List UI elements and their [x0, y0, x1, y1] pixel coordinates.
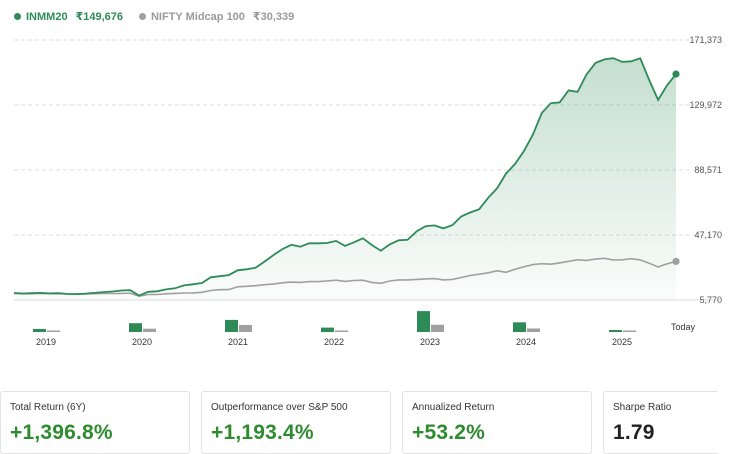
inmm20-area-fill	[14, 58, 676, 301]
y-tick-label: 171,373	[689, 35, 722, 45]
stat-label: Total Return (6Y)	[10, 402, 86, 413]
stat-card-sharpe-ratio: Sharpe Ratio 1.79	[603, 391, 719, 454]
stat-label: Sharpe Ratio	[613, 402, 672, 413]
legend-value-nifty-midcap: ₹30,339	[252, 11, 295, 23]
nifty-midcap-line	[13, 257, 677, 298]
stat-card-total-return: Total Return (6Y) +1,396.8%	[0, 391, 190, 454]
bar-nifty-midcap-2023	[431, 324, 444, 332]
legend-value-inmm20: ₹149,676	[75, 11, 123, 23]
legend-dot-nifty-midcap	[138, 13, 146, 20]
area-layer	[14, 58, 676, 301]
bar-inmm20-2020	[129, 323, 142, 332]
bar-nifty-midcap-2024	[527, 328, 540, 332]
bar-nifty-midcap-2019	[47, 330, 60, 332]
bar-inmm20-2019	[33, 328, 46, 332]
bar-nifty-midcap-2025	[623, 330, 636, 332]
legend-name-inmm20: INMM20	[26, 10, 68, 23]
performance-chart[interactable]: 171,373 129,972 88,571 47,170 5,770 2019 2020…	[0, 0, 729, 345]
legend-item-nifty-midcap[interactable]: NIFTY Midcap 100 ₹30,339	[138, 10, 295, 23]
y-tick-label: 129,972	[689, 100, 722, 110]
bar-nifty-midcap-2022	[335, 330, 348, 332]
stat-value: 1.79	[613, 421, 655, 444]
line-layer	[13, 57, 680, 298]
legend-dot-inmm20	[14, 13, 21, 20]
nifty-midcap-end-point	[672, 257, 680, 266]
bar-inmm20-2025	[609, 330, 622, 332]
stat-card-outperformance: Outperformance over S&P 500 +1,193.4%	[201, 391, 391, 454]
inmm20-line	[13, 57, 677, 297]
bar-inmm20-2022	[321, 327, 334, 332]
y-axis-ticks: 171,373 129,972 88,571 47,170 5,770	[689, 35, 722, 305]
legend-name-nifty-midcap: NIFTY Midcap 100	[150, 10, 245, 23]
stat-value: +1,396.8%	[10, 421, 113, 444]
x-tick-label: 2019	[36, 337, 56, 345]
y-tick-label: 88,571	[694, 165, 722, 175]
x-tick-label: 2022	[324, 337, 344, 345]
bar-inmm20-2024	[513, 322, 526, 332]
bar-nifty-midcap-2021	[239, 324, 252, 332]
bar-inmm20-2023	[417, 311, 430, 332]
bar-nifty-midcap-2020	[143, 328, 156, 332]
bar-inmm20-2021	[225, 319, 238, 332]
y-tick-label: 5,770	[699, 295, 722, 305]
x-tick-label: 2020	[132, 337, 152, 345]
x-tick-label: 2025	[612, 337, 632, 345]
inmm20-end-point	[672, 70, 680, 78]
stat-label: Annualized Return	[412, 402, 495, 413]
yearly-bars	[33, 311, 636, 332]
x-tick-label: 2024	[516, 337, 536, 345]
stat-label: Outperformance over S&P 500	[211, 402, 348, 413]
chart-legend: INMM20 ₹149,676 NIFTY Midcap 100 ₹30,339	[14, 10, 294, 23]
legend-item-inmm20[interactable]: INMM20 ₹149,676	[14, 10, 123, 23]
stat-card-annualized-return: Annualized Return +53.2%	[402, 391, 592, 454]
stat-value: +53.2%	[412, 421, 486, 444]
stats-row: Total Return (6Y) +1,396.8% Outperforman…	[0, 391, 719, 454]
x-tick-label-today: Today	[671, 322, 696, 332]
stat-value: +1,193.4%	[211, 421, 314, 444]
x-tick-label: 2021	[228, 337, 248, 345]
y-tick-label: 47,170	[694, 230, 722, 240]
x-tick-label: 2023	[420, 337, 440, 345]
x-axis-ticks: 2019 2020 2021 2022 2023 2024 2025 Today	[36, 322, 696, 345]
